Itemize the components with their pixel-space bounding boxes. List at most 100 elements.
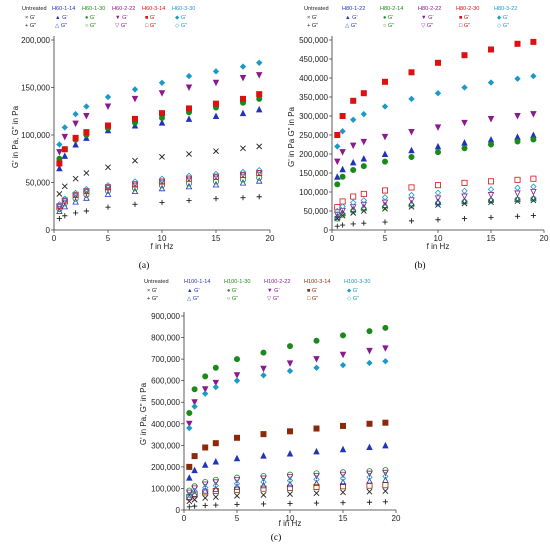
data-point bbox=[56, 204, 63, 211]
data-point bbox=[72, 134, 79, 141]
y-tick-label: 900,000 bbox=[151, 312, 180, 321]
legend-item-gp: ▼ G' bbox=[421, 15, 434, 21]
data-point bbox=[530, 183, 537, 190]
data-point bbox=[381, 103, 389, 110]
data-point bbox=[191, 496, 198, 503]
data-point bbox=[339, 422, 346, 429]
data-point bbox=[360, 201, 368, 209]
y-tick-label: 700,000 bbox=[151, 355, 180, 364]
x-tick-label: 5 bbox=[383, 234, 388, 243]
y-tick-label: 100,000 bbox=[21, 131, 50, 140]
data-point bbox=[56, 190, 63, 197]
series bbox=[186, 473, 389, 499]
legend-item-gp: ◆ G' bbox=[175, 15, 186, 21]
data-point bbox=[287, 500, 293, 507]
data-point bbox=[339, 165, 346, 173]
data-point bbox=[382, 476, 389, 483]
data-point bbox=[256, 169, 263, 176]
data-point bbox=[313, 337, 320, 344]
data-point bbox=[239, 171, 246, 178]
data-point bbox=[334, 215, 341, 222]
data-point bbox=[434, 142, 442, 150]
legend-item-gp: ▼ G' bbox=[267, 288, 280, 294]
data-point bbox=[72, 141, 79, 148]
data-point bbox=[339, 361, 347, 369]
data-point bbox=[256, 91, 263, 98]
data-point bbox=[132, 201, 138, 207]
data-point bbox=[366, 359, 373, 367]
legend-item-gpp: ▽ G" bbox=[421, 23, 433, 29]
data-point bbox=[213, 196, 219, 202]
panel-caption: (b) bbox=[414, 260, 425, 271]
data-point bbox=[366, 477, 373, 484]
data-point bbox=[530, 111, 537, 118]
data-point bbox=[260, 481, 267, 489]
data-point bbox=[514, 138, 521, 145]
data-point bbox=[202, 502, 208, 509]
x-tick-label: 20 bbox=[540, 234, 549, 243]
data-point bbox=[104, 182, 112, 189]
data-point bbox=[382, 488, 389, 494]
series-group bbox=[334, 38, 537, 229]
data-point bbox=[286, 428, 293, 435]
data-point bbox=[313, 476, 320, 483]
data-point bbox=[255, 72, 263, 79]
data-point bbox=[381, 150, 389, 157]
data-point bbox=[313, 425, 320, 432]
data-point bbox=[487, 116, 495, 123]
legend-item-gpp: □ G" bbox=[459, 23, 470, 29]
legend-title: H60-1-14 bbox=[52, 6, 75, 12]
data-point bbox=[434, 189, 442, 196]
series bbox=[186, 358, 389, 432]
legend-item-gp: ■ G' bbox=[459, 15, 469, 21]
legend-title: H100-1-14 bbox=[184, 279, 210, 285]
data-point bbox=[260, 478, 267, 486]
legend-title: H100-3-14 bbox=[304, 279, 330, 285]
legend-title: H100-3-30 bbox=[344, 279, 370, 285]
y-tick-label: 250,000 bbox=[299, 131, 328, 140]
data-point bbox=[382, 205, 388, 212]
legend-title: Untreated bbox=[144, 279, 169, 285]
data-point bbox=[313, 356, 320, 363]
legend-item-gpp: ○ G" bbox=[227, 296, 238, 302]
data-point bbox=[339, 208, 346, 215]
data-point bbox=[488, 214, 494, 221]
data-point bbox=[260, 372, 267, 379]
data-point bbox=[239, 75, 247, 82]
data-point bbox=[212, 383, 219, 391]
data-point bbox=[339, 471, 347, 479]
data-point bbox=[339, 445, 347, 453]
data-point bbox=[61, 198, 69, 205]
data-point bbox=[191, 403, 198, 410]
data-point bbox=[382, 482, 389, 489]
data-point bbox=[158, 79, 166, 86]
data-point bbox=[191, 386, 198, 393]
series bbox=[56, 169, 263, 210]
data-point bbox=[83, 189, 90, 196]
data-point bbox=[202, 373, 209, 380]
data-point bbox=[234, 356, 241, 363]
data-point bbox=[349, 204, 357, 211]
legend-item-gpp: ▽ G" bbox=[267, 296, 279, 302]
y-tick-label: 0 bbox=[324, 226, 329, 235]
data-point bbox=[434, 149, 441, 156]
data-point bbox=[313, 472, 320, 480]
data-point bbox=[514, 176, 521, 183]
data-point bbox=[186, 151, 192, 157]
data-point bbox=[408, 191, 415, 199]
data-point bbox=[234, 492, 240, 499]
data-point bbox=[185, 172, 193, 180]
data-point bbox=[159, 153, 165, 160]
data-point bbox=[83, 188, 90, 195]
series bbox=[186, 345, 389, 428]
data-point bbox=[131, 86, 139, 93]
data-point bbox=[83, 113, 90, 120]
x-tick-label: 20 bbox=[266, 234, 275, 243]
data-point bbox=[339, 203, 346, 210]
y-tick-label: 300,000 bbox=[299, 112, 328, 121]
data-point bbox=[382, 499, 388, 505]
data-point bbox=[350, 209, 357, 216]
y-tick-label: 200,000 bbox=[151, 463, 180, 472]
data-point bbox=[408, 218, 415, 224]
legend-item-gp: ● G' bbox=[85, 15, 95, 21]
